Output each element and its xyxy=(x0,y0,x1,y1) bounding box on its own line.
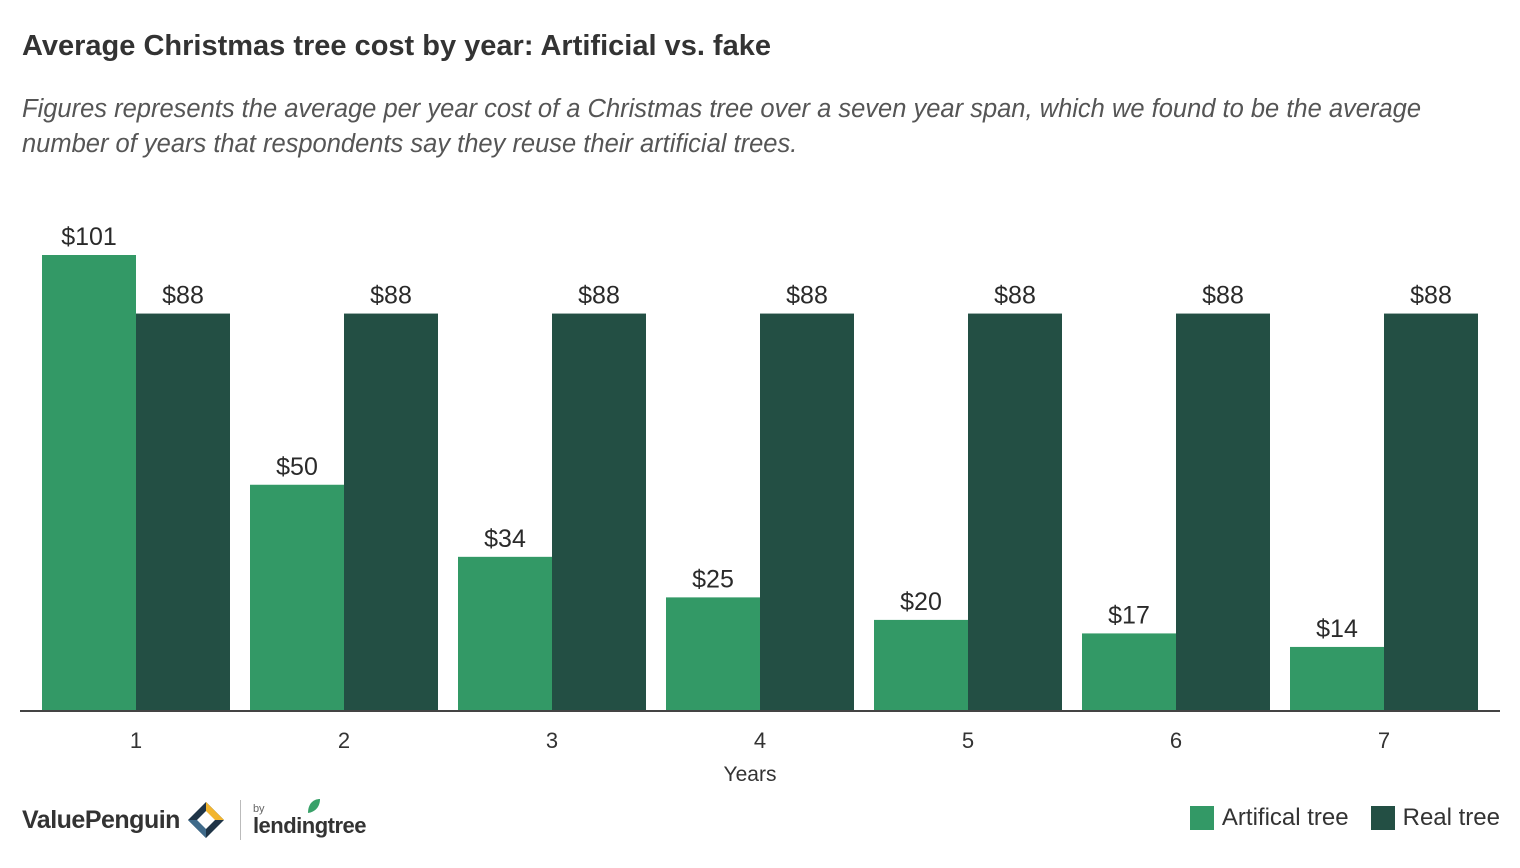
bar-label-artificial-2: $50 xyxy=(276,453,318,481)
legend-swatch-artificial xyxy=(1189,806,1214,830)
bar-label-real-7: $88 xyxy=(1410,282,1452,310)
x-tick-label-3: 3 xyxy=(546,728,558,753)
bar-label-artificial-7: $14 xyxy=(1316,615,1358,643)
bar-label-real-4: $88 xyxy=(786,282,828,310)
leaf-icon xyxy=(308,799,321,813)
bar-artificial-7 xyxy=(1290,646,1384,710)
bar-label-real-5: $88 xyxy=(994,282,1036,310)
lendingtree-logo: by lendingtree xyxy=(252,802,367,838)
x-tick-label-1: 1 xyxy=(130,728,142,753)
bars-group xyxy=(42,255,1478,710)
bar-real-5 xyxy=(968,313,1062,710)
legend-swatch-real xyxy=(1370,806,1395,830)
bar-artificial-4 xyxy=(666,597,760,710)
bar-artificial-5 xyxy=(874,619,968,710)
x-tick-labels-group: 1 2 3 4 5 6 7 xyxy=(130,728,1390,753)
bar-real-7 xyxy=(1384,313,1478,710)
x-axis-title: Years xyxy=(724,763,777,786)
bar-label-artificial-4: $25 xyxy=(692,565,734,593)
chart-title: Average Christmas tree cost by year: Art… xyxy=(22,30,771,62)
bar-label-real-3: $88 xyxy=(578,282,620,310)
valuepenguin-diamond-icon xyxy=(187,802,224,838)
bar-real-6 xyxy=(1176,313,1270,710)
lendingtree-wordmark: lendingtree xyxy=(252,812,367,838)
bar-artificial-2 xyxy=(250,484,344,710)
legend-item-artificial: Artifical tree xyxy=(1189,804,1349,832)
chart-subtitle: Figures represents the average per year … xyxy=(22,95,1422,158)
x-tick-label-6: 6 xyxy=(1170,728,1182,753)
bar-real-4 xyxy=(760,313,854,710)
bar-label-artificial-6: $17 xyxy=(1108,601,1150,629)
bar-labels-group: $101 $88 $50 $88 $34 $88 $25 $88 $20 $88 $17 $88 $14… xyxy=(61,223,1452,643)
brand-logo: ValuePenguin by lendingtree xyxy=(22,795,367,845)
bar-artificial-3 xyxy=(458,556,552,710)
lendingtree-by-text: by xyxy=(252,802,265,815)
x-tick-label-4: 4 xyxy=(754,728,766,753)
bar-label-artificial-1: $101 xyxy=(61,223,117,251)
bar-label-real-6: $88 xyxy=(1202,282,1244,310)
bar-artificial-6 xyxy=(1082,633,1176,710)
bar-label-artificial-5: $20 xyxy=(900,588,942,616)
bar-real-3 xyxy=(552,313,646,710)
bar-real-1 xyxy=(136,313,230,710)
x-tick-label-2: 2 xyxy=(338,728,350,753)
bar-label-real-1: $88 xyxy=(162,282,204,310)
legend-item-real: Real tree xyxy=(1370,804,1500,832)
valuepenguin-wordmark: ValuePenguin xyxy=(22,805,180,834)
x-tick-label-7: 7 xyxy=(1378,728,1390,753)
bar-label-artificial-3: $34 xyxy=(484,525,526,553)
x-tick-label-5: 5 xyxy=(962,728,974,753)
bar-artificial-1 xyxy=(42,255,136,710)
logo-divider xyxy=(239,800,241,840)
bar-real-2 xyxy=(344,313,438,710)
chart-legend: Artifical tree Real tree xyxy=(1168,804,1500,832)
legend-label-real: Real tree xyxy=(1402,804,1500,831)
legend-label-artificial: Artifical tree xyxy=(1221,804,1349,831)
bar-label-real-2: $88 xyxy=(370,282,412,310)
